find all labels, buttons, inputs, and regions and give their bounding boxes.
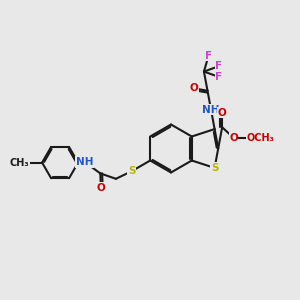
- Text: O: O: [190, 83, 198, 93]
- Text: CH₃: CH₃: [10, 158, 29, 168]
- Text: S: S: [128, 166, 135, 176]
- Text: O: O: [218, 108, 226, 118]
- Text: F: F: [215, 72, 223, 82]
- Text: F: F: [205, 51, 212, 61]
- Text: NH: NH: [202, 105, 220, 115]
- Text: NH: NH: [76, 157, 94, 167]
- Text: O: O: [97, 183, 105, 193]
- Text: OCH₃: OCH₃: [246, 133, 274, 143]
- Text: S: S: [211, 163, 218, 173]
- Text: F: F: [215, 61, 223, 71]
- Text: O: O: [229, 133, 238, 143]
